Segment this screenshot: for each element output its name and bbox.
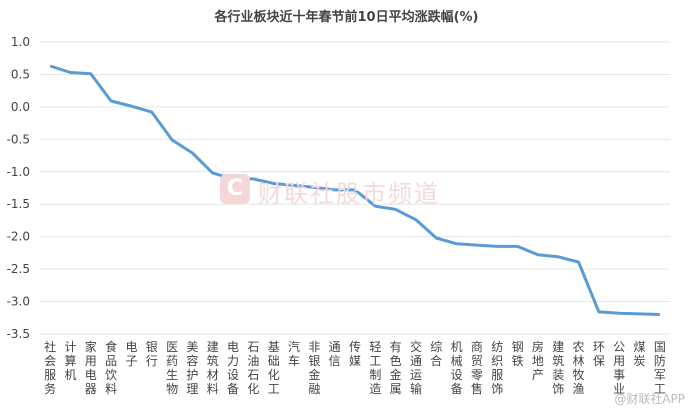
y-tick-label: -3.0 [7, 295, 30, 309]
x-tick-label: 公用事业 [613, 340, 625, 396]
y-tick-label: 0.0 [11, 100, 30, 114]
y-tick-label: -1.5 [7, 197, 30, 211]
x-tick-label: 交通运输 [410, 339, 422, 396]
x-tick-label: 煤炭 [634, 340, 646, 368]
x-tick-label: 食品饮料 [105, 339, 117, 396]
x-tick-label: 纺织服饰 [491, 340, 503, 396]
y-tick-label: 0.5 [11, 67, 30, 81]
y-tick-label: -2.5 [7, 262, 30, 276]
x-tick-label: 传媒 [349, 339, 361, 368]
x-tick-label: 商贸零售 [471, 339, 483, 396]
x-tick-label: 综合 [430, 340, 442, 368]
x-tick-label: 计算机 [64, 340, 76, 382]
x-tick-label: 美容护理 [186, 340, 198, 396]
x-tick-label: 银行 [146, 340, 158, 368]
grid-lines [40, 41, 670, 335]
watermark-text: 财联社股市频道 [258, 180, 440, 208]
x-tick-label: 社会服务 [44, 339, 56, 396]
x-tick-label: 石油石化 [247, 340, 259, 396]
watermark-logo: C [220, 174, 250, 204]
x-tick-label: 医药生物 [166, 340, 178, 396]
y-tick-label: 1.0 [11, 35, 30, 49]
series-line [49, 64, 660, 316]
x-tick-label: 电力设备 [227, 340, 239, 396]
y-tick-label: -3.5 [7, 327, 30, 341]
x-tick-label: 有色金属 [390, 340, 402, 396]
x-axis-ticks: 社会服务计算机家用电器食品饮料电子银行医药生物美容护理建筑材料电力设备石油石化基… [44, 339, 666, 396]
x-tick-label: 家用电器 [85, 339, 97, 396]
x-tick-label: 通信 [329, 340, 341, 368]
x-tick-label: 建筑装饰 [552, 340, 564, 396]
y-axis-ticks: 1.0 0.5 0.0 -0.5 -1.0 -1.5 -2.0 -2.5 -3.0 -3.5 [7, 35, 30, 341]
x-tick-label: 轻工制造 [369, 340, 381, 396]
y-tick-label: -1.0 [7, 165, 30, 179]
x-tick-label: 房地产 [532, 339, 544, 382]
x-tick-label: 国防军工 [654, 340, 666, 396]
x-tick-label: 机械设备 [451, 340, 463, 396]
y-tick-label: -2.0 [7, 230, 30, 244]
x-tick-label: 建筑材料 [207, 340, 219, 396]
footer-watermark: @财联社APP [614, 392, 685, 406]
x-tick-label: 非银金融 [308, 340, 320, 396]
x-tick-label: 农林牧渔 [573, 340, 585, 396]
x-tick-label: 环保 [593, 340, 605, 368]
x-tick-label: 汽车 [288, 339, 300, 368]
x-tick-label: 基础化工 [268, 340, 280, 396]
chart-title: 各行业板块近十年春节前10日平均涨跌幅(%) [214, 10, 479, 25]
y-tick-label: -0.5 [7, 132, 30, 146]
x-tick-label: 钢铁 [512, 340, 524, 368]
x-tick-label: 电子 [125, 340, 137, 368]
